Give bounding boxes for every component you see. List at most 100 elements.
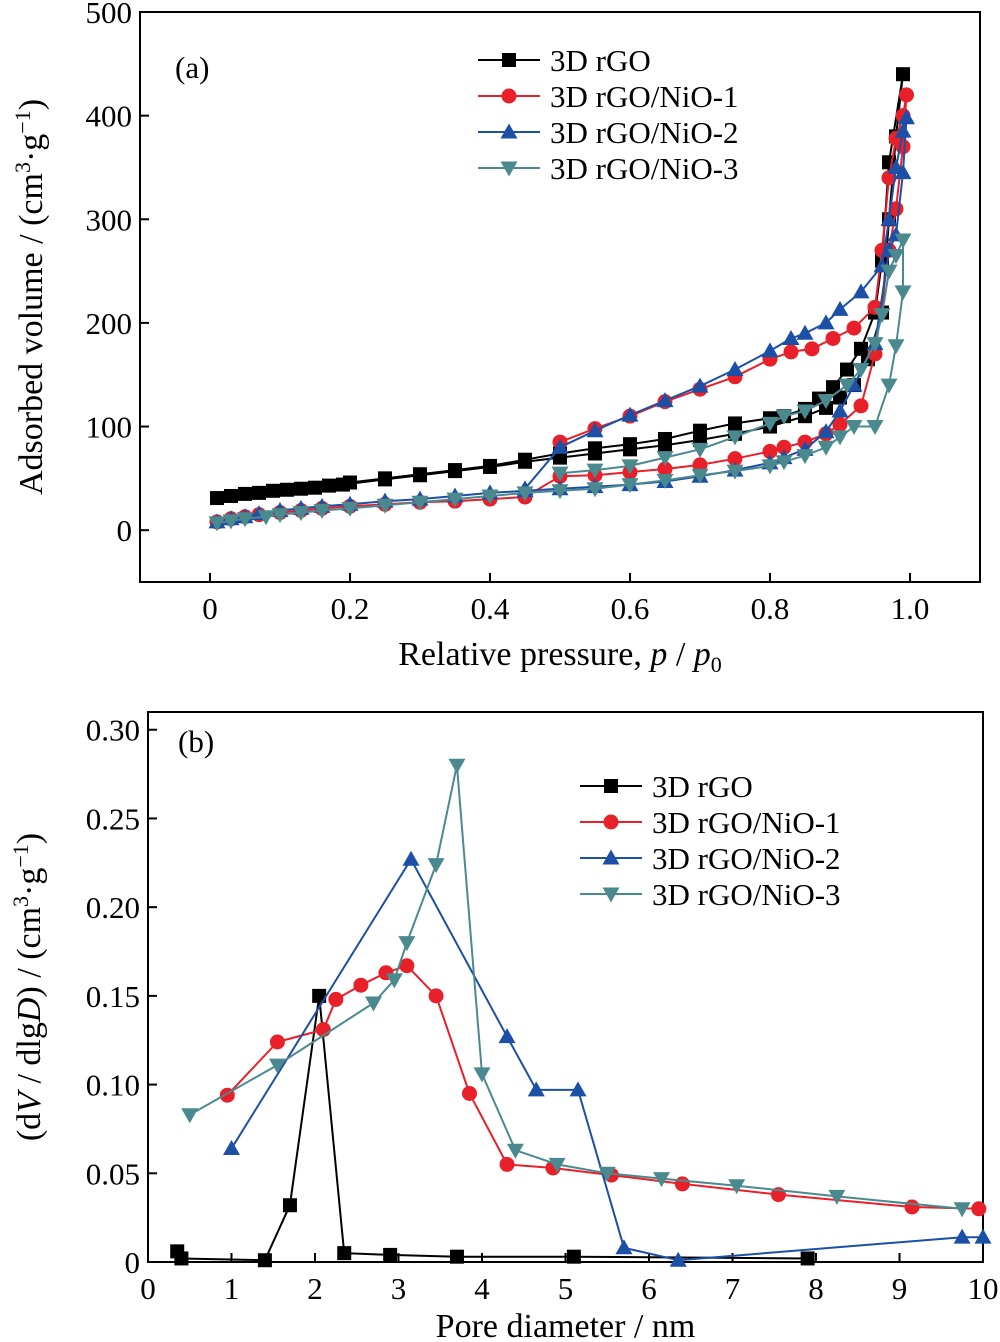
data-point (953, 1202, 971, 1218)
data-point (551, 466, 569, 482)
x-tick-label: 8 (808, 1271, 824, 1306)
data-point (880, 210, 898, 226)
x-tick-label: 7 (725, 1271, 741, 1306)
data-point (252, 485, 266, 500)
legend-label: 3D rGO/NiO-2 (550, 115, 739, 150)
data-point (308, 480, 322, 495)
data-point (831, 402, 849, 418)
x-tick-label: 0.2 (331, 591, 370, 626)
data-point (831, 300, 849, 316)
y-tick-label: 0.25 (86, 801, 140, 836)
series-line (226, 964, 979, 1210)
data-point (266, 483, 280, 498)
legend-entry: 3D rGO/NiO-1 (478, 79, 739, 114)
data-point (832, 416, 848, 432)
x-tick-label: 1 (224, 1271, 240, 1306)
x-tick-label: 2 (307, 1271, 323, 1306)
plot-frame (147, 711, 984, 1263)
panel-label: (a) (175, 50, 209, 85)
x-tick-label: 0 (140, 1271, 156, 1306)
series-line (189, 764, 963, 1210)
data-point (887, 158, 905, 174)
data-point (953, 1228, 971, 1244)
data-point (852, 363, 870, 379)
data-point (727, 451, 743, 467)
data-point (322, 478, 336, 493)
data-point (224, 488, 238, 503)
data-point (473, 1067, 491, 1083)
data-point (588, 441, 602, 456)
data-point (817, 314, 835, 330)
legend-marker (500, 161, 518, 177)
data-point (615, 1239, 633, 1255)
data-point (427, 858, 445, 874)
data-point (328, 991, 344, 1007)
data-point (506, 1143, 524, 1159)
data-point (269, 1034, 285, 1050)
data-point (313, 503, 331, 519)
data-point (174, 1251, 189, 1266)
data-point (761, 342, 779, 358)
data-point (516, 486, 534, 502)
data-point (894, 285, 912, 301)
y-tick-label: 0.05 (86, 1156, 140, 1191)
data-point (817, 440, 835, 456)
data-point (461, 1085, 477, 1101)
data-point (498, 1028, 516, 1044)
legend-entry: 3D rGO/NiO-3 (478, 151, 739, 186)
data-point (726, 464, 744, 480)
data-point (887, 249, 905, 265)
legend-marker (602, 887, 620, 903)
data-point (446, 492, 464, 508)
data-point (518, 452, 532, 467)
data-point (621, 478, 639, 494)
data-point (898, 109, 915, 125)
chart-panel-b: 0 1 2 3 4 5 6 7 8 9 10 0 0.05 0.10 0.15 0.20 0.25 0.30 (b)… (8, 711, 999, 1342)
x-axis-title: Pore diameter / nm (436, 1308, 696, 1342)
y-tick-label: 0.30 (86, 713, 140, 748)
data-point (586, 463, 604, 479)
data-point (222, 514, 240, 530)
data-point (691, 377, 709, 393)
x-tick-label: 5 (558, 1271, 574, 1306)
legend-entry: 3D rGO/NiO-2 (580, 841, 841, 876)
data-point (271, 508, 289, 524)
data-point (257, 1253, 272, 1268)
data-point (280, 482, 294, 497)
data-point (413, 467, 427, 482)
data-point (804, 341, 820, 357)
data-point (825, 330, 841, 346)
data-point (653, 1172, 671, 1188)
data-point (838, 378, 856, 394)
legend-entry: 3D rGO/NiO-2 (478, 115, 739, 150)
data-point (880, 264, 898, 280)
series-3d-rgo-nio-2 (223, 850, 992, 1267)
data-point (881, 170, 897, 186)
data-point (527, 1081, 545, 1097)
data-point (880, 378, 898, 394)
data-point (674, 1176, 690, 1192)
legend-label: 3D rGO/NiO-3 (550, 151, 739, 186)
data-point (499, 1156, 515, 1172)
y-axis-title: (dV / dlgD) / (cm3·g−1) (8, 833, 48, 1141)
data-point (586, 482, 604, 498)
data-point (428, 988, 444, 1004)
y-tick-label: 500 (86, 0, 133, 30)
x-tick-label: 0.4 (471, 591, 510, 626)
x-tick-label: 9 (892, 1271, 908, 1306)
plot-frame (139, 11, 981, 583)
data-point (974, 1228, 992, 1244)
legend-label: 3D rGO/NiO-2 (652, 841, 841, 876)
data-point (210, 491, 224, 506)
data-point (693, 423, 707, 438)
data-point (728, 1179, 746, 1195)
data-point (846, 320, 862, 336)
data-point (692, 457, 708, 473)
y-tick-label: 0.10 (86, 1068, 140, 1103)
x-tick-label: 4 (474, 1271, 490, 1306)
y-tick-label: 400 (86, 99, 133, 134)
data-point (658, 431, 672, 446)
data-point (866, 337, 884, 353)
series-3d-rgo-nio-3 (208, 233, 912, 532)
